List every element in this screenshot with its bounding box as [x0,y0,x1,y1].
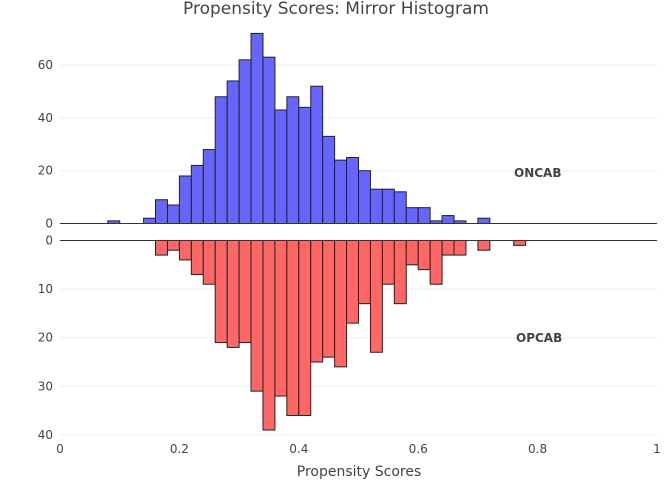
opcab-bar [369,240,383,353]
opcab-bar [405,240,419,266]
oncab-bar [214,96,228,224]
opcab-bar [274,240,288,397]
bottom-y-tick-label: 20 [38,331,53,345]
x-axis-title: Propensity Scores [297,464,422,480]
bottom-y-tick-label: 40 [38,428,53,442]
oncab-bar [286,96,300,224]
opcab-bar [178,240,192,261]
opcab-bar [226,240,240,348]
opcab-bar [429,240,443,285]
oncab-bar [238,59,252,224]
x-tick-label: 0.6 [409,442,428,456]
top-panel-gridlines [60,64,657,172]
opcab-bar [298,240,312,416]
baseline-lines [60,223,657,241]
oncab-bar [334,159,348,224]
oncab-bar [417,207,431,225]
opcab-bar [477,240,491,251]
opcab-bars [155,240,527,431]
bottom-y-tick-label: 10 [38,282,53,296]
oncab-bars [107,32,491,225]
bottom-panel-gridlines [60,288,657,436]
top-y-tick-label: 20 [38,164,53,178]
oncab-bar [393,191,407,225]
oncab-bar [358,170,371,224]
opcab-bar [214,240,228,344]
opcab-bar [262,240,276,431]
opcab-bar [250,240,264,392]
opcab-bar [155,240,168,256]
oncab-bar [155,199,168,225]
opcab-label: OPCAB [516,331,562,345]
opcab-bar [417,240,431,271]
opcab-bar [441,240,455,256]
oncab-bar [298,106,312,224]
opcab-bar [346,240,359,324]
oncab-bar [250,32,264,224]
oncab-bar [178,175,192,224]
oncab-bar [202,149,216,224]
oncab-bar [381,188,395,224]
oncab-bar [262,56,276,225]
top-y-tick-label: 0 [45,217,53,231]
opcab-bar [358,240,371,305]
oncab-bar [143,217,157,225]
oncab-bar [477,217,491,225]
top-y-tick-label: 60 [38,58,53,72]
x-tick-label: 0.8 [528,442,547,456]
bottom-y-axis-ticks: 0 10 20 30 40 [38,234,53,442]
x-tick-label: 0.4 [289,442,308,456]
x-tick-label: 0 [56,442,64,456]
oncab-bar [405,207,419,225]
x-axis-ticks: 0 0.2 0.4 0.6 0.8 1 [56,442,661,456]
oncab-bar [310,85,324,224]
oncab-bar [322,135,336,225]
bottom-y-tick-label: 30 [38,379,53,393]
opcab-bar [238,240,252,344]
oncab-bar [369,188,383,224]
x-tick-label: 1 [653,442,661,456]
oncab-bar [346,157,359,224]
opcab-bar [453,240,467,256]
bottom-y-tick-label: 0 [45,234,53,248]
x-tick-label: 0.2 [170,442,189,456]
top-y-tick-label: 40 [38,111,53,125]
oncab-bar [226,80,240,224]
oncab-bar [274,109,288,224]
oncab-bar [190,164,204,224]
opcab-bar [166,240,180,251]
oncab-bar [166,204,180,225]
oncab-bar [441,215,455,225]
opcab-bar [334,240,348,368]
opcab-bar [310,240,324,363]
opcab-bar [322,240,336,358]
top-y-axis-ticks: 0 20 40 60 [38,58,53,230]
chart-title: Propensity Scores: Mirror Histogram [183,0,489,19]
opcab-bar [393,240,407,305]
opcab-bar [202,240,216,285]
oncab-label: ONCAB [514,166,561,180]
opcab-bar [381,240,395,285]
opcab-bar [190,240,204,276]
opcab-bar [286,240,300,416]
opcab-bar [513,240,527,246]
